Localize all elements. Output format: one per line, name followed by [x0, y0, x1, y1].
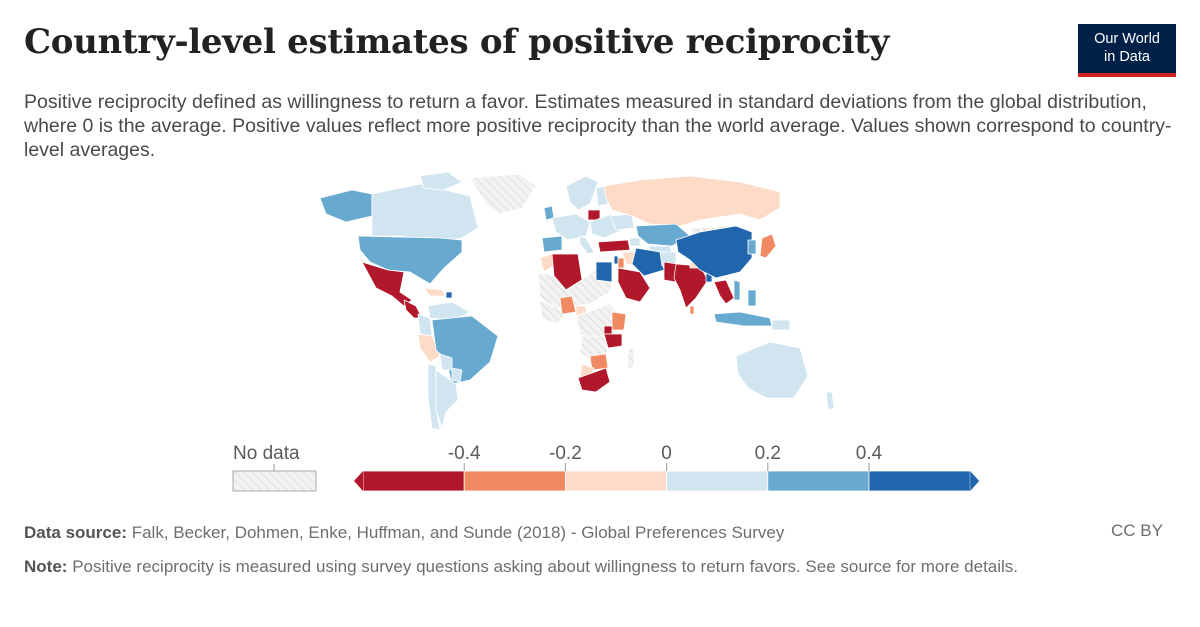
map-region-israel[interactable]: [613, 255, 619, 265]
logo-line-1: Our World: [1094, 31, 1160, 47]
map-region-ukraine[interactable]: [609, 213, 635, 231]
map-region-madagascar[interactable]: [627, 347, 635, 369]
source-label: Data source:: [24, 523, 127, 542]
legend-bin-3[interactable]: [565, 470, 668, 492]
color-legend: No data -0.4 -0.2 0 0.2 0.4: [232, 443, 980, 492]
map-region-indonesia[interactable]: [713, 311, 773, 327]
map-region-chile[interactable]: [427, 363, 441, 431]
chart-subtitle: Positive reciprocity defined as willingn…: [24, 91, 1172, 161]
map-region-italy[interactable]: [579, 235, 595, 255]
map-region-iberia[interactable]: [541, 235, 563, 253]
map-region-mexico[interactable]: [361, 261, 413, 307]
map-region-south-africa[interactable]: [577, 367, 611, 393]
legend-bin-1[interactable]: [362, 470, 465, 492]
legend-no-data-label: No data: [233, 443, 300, 464]
map-region-peru[interactable]: [417, 333, 441, 363]
map-region-rwanda[interactable]: [603, 325, 613, 335]
legend-no-data-swatch[interactable]: [232, 470, 317, 492]
map-region-kenya[interactable]: [611, 311, 627, 331]
source-text[interactable]: Falk, Becker, Dohmen, Enke, Huffman, and…: [131, 523, 785, 542]
map-region-turkey[interactable]: [597, 239, 631, 253]
map-region-alaska[interactable]: [319, 189, 373, 223]
legend-tick-label-4: 0.2: [755, 443, 781, 464]
map-region-scandinavia[interactable]: [565, 175, 599, 211]
map-region-north-africa[interactable]: [537, 265, 615, 309]
chart-title: Country-level estimates of positive reci…: [24, 22, 890, 62]
data-source: Data source: Falk, Becker, Dohmen, Enke,…: [24, 521, 784, 544]
map-region-greenland[interactable]: [469, 173, 537, 215]
world-map: No data -0.4 -0.2 0 0.2 0.4: [232, 171, 980, 492]
map-region-australia[interactable]: [735, 341, 809, 399]
legend-bin-5[interactable]: [767, 470, 870, 492]
map-region-japan[interactable]: [759, 233, 777, 259]
legend-bin-6[interactable]: [868, 470, 971, 492]
legend-arrow-left: [354, 471, 363, 491]
map-region-west-africa[interactable]: [539, 299, 567, 325]
map-region-new-zealand[interactable]: [825, 391, 835, 411]
note-label: Note:: [24, 557, 68, 576]
map-region-saudi-arabia[interactable]: [617, 267, 651, 303]
map-region-korea[interactable]: [747, 239, 757, 255]
map-region-usa[interactable]: [357, 235, 463, 285]
map-region-tanzania[interactable]: [603, 333, 623, 349]
map-region-caucasus[interactable]: [629, 237, 641, 247]
map-region-southeast-asia[interactable]: [713, 279, 735, 305]
map-region-russia[interactable]: [603, 175, 781, 227]
map-region-china[interactable]: [675, 225, 753, 279]
map-region-western-europe[interactable]: [551, 213, 591, 241]
map-region-caribbean[interactable]: [423, 287, 447, 297]
legend-tick-label-2: -0.2: [549, 443, 582, 464]
owid-logo[interactable]: Our World in Data: [1078, 24, 1176, 77]
map-region-venezuela[interactable]: [427, 301, 471, 321]
logo-line-2: in Data: [1104, 49, 1150, 65]
map-region-zimbabwe[interactable]: [589, 353, 609, 371]
chart-note: Note: Positive reciprocity is measured u…: [24, 555, 1144, 578]
map-region-papua[interactable]: [771, 319, 791, 331]
logo-accent-bar: [1078, 73, 1176, 77]
map-region-sri-lanka[interactable]: [689, 305, 695, 315]
map-region-argentina[interactable]: [435, 369, 459, 429]
note-text: Positive reciprocity is measured using s…: [72, 557, 1019, 576]
legend-bin-4[interactable]: [666, 470, 769, 492]
legend-tick-label-1: -0.4: [448, 443, 481, 464]
map-region-vietnam[interactable]: [733, 279, 741, 301]
legend-arrow-right: [970, 471, 980, 491]
legend-tick-label-3: 0: [661, 443, 672, 464]
map-region-paraguay[interactable]: [451, 367, 463, 383]
map-region-canada-islands[interactable]: [419, 171, 463, 191]
legend-tick-label-5: 0.4: [856, 443, 883, 464]
map-region-iran[interactable]: [631, 247, 665, 277]
map-region-philippines[interactable]: [747, 289, 757, 307]
license-label[interactable]: CC BY: [1111, 521, 1163, 540]
map-region-egypt[interactable]: [595, 261, 613, 283]
map-region-poland[interactable]: [587, 209, 601, 221]
map-region-haiti[interactable]: [445, 291, 453, 299]
map-region-jordan[interactable]: [617, 257, 625, 269]
map-region-canada[interactable]: [371, 183, 479, 243]
legend-bin-2[interactable]: [463, 470, 566, 492]
